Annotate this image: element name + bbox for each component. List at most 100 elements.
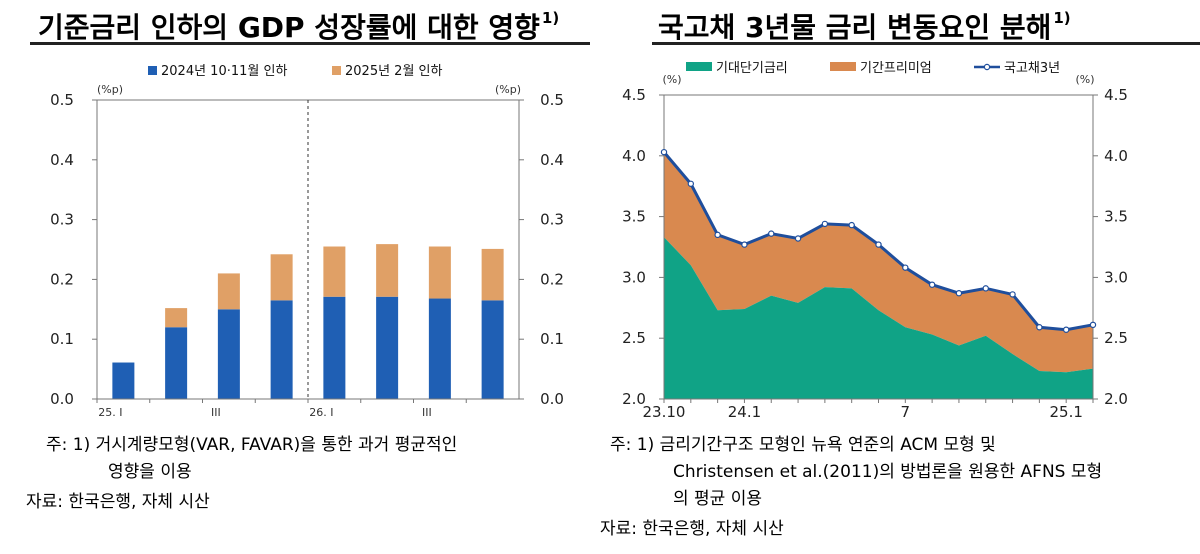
- left-ytick-label-right: 0.0: [540, 390, 564, 408]
- left-panel: 기준금리 인하의 GDP 성장률에 대한 영향 1) 0.0 0.0 0.1 0.1 0.…: [26, 6, 590, 512]
- right-xtick-label: 7: [901, 403, 911, 420]
- left-note-1: 주: 1) 거시계량모형(VAR, FAVAR)을 통한 과거 평균적인: [46, 432, 457, 459]
- right-line-marker: [902, 264, 909, 271]
- left-bar-segment-2: [270, 254, 293, 301]
- left-legend-label-2: 2025년 2월 인하: [345, 64, 442, 79]
- left-bar-segment-1: [481, 300, 504, 399]
- right-line-marker: [928, 281, 936, 288]
- right-legend-marker-3: [983, 63, 991, 71]
- right-line-marker: [660, 148, 668, 156]
- right-legend-label-3: 국고채3년: [1004, 61, 1060, 76]
- left-bar-segment-2: [481, 248, 504, 301]
- right-area-expected-rate: [664, 237, 1093, 399]
- right-note-1: 주: 1) 금리기간구조 모형인 뉴욕 연준의 ACM 모형 및: [610, 432, 996, 459]
- right-ytick-label-right: 2.5: [1104, 329, 1128, 347]
- left-legend-swatch-2: [332, 66, 341, 75]
- left-bar-segment-1: [217, 309, 240, 399]
- left-title-text: 기준금리 인하의 GDP 성장률에 대한 영향: [38, 11, 540, 44]
- right-line-marker: [955, 290, 963, 297]
- left-xtick-label: III: [422, 406, 432, 419]
- left-bar-segment-1: [270, 300, 293, 399]
- right-ytick-label: 4.0: [622, 147, 646, 165]
- right-title-underline: [652, 42, 1200, 45]
- right-line-marker: [1009, 291, 1016, 298]
- left-bar-segment-2: [165, 308, 188, 328]
- left-note-2: 영향을 이용: [108, 462, 192, 482]
- right-line-marker: [687, 180, 695, 187]
- right-xtick-label: 24.1: [728, 403, 761, 420]
- right-xtick-label: 23.10: [643, 403, 686, 420]
- right-area-term-premium: [664, 152, 1093, 373]
- left-ytick-label: 0.1: [50, 330, 74, 348]
- right-ytick-label: 2.0: [622, 390, 646, 408]
- left-bar-segment-1: [165, 327, 188, 399]
- left-note-line1: 거시계량모형(VAR, FAVAR)을 통한 과거 평균적인: [95, 435, 458, 455]
- right-ytick-label-right: 3.0: [1104, 268, 1128, 286]
- left-yaxis-unit-right: (%p): [495, 83, 521, 96]
- right-line-marker: [794, 235, 802, 242]
- left-title-underline: [30, 42, 590, 45]
- left-ytick-label: 0.3: [50, 211, 74, 229]
- right-legend: 기대단기금리 기간프리미엄 국고채3년: [686, 61, 1060, 76]
- left-axes: 0.0 0.0 0.1 0.1 0.2 0.2 0.3 0.3 0.4 0.4 0.5 0.5 (%p)…: [50, 83, 564, 419]
- left-bar-chart: 0.0 0.0 0.1 0.1 0.2 0.2 0.3 0.3 0.4 0.4 0.5 0.5 (%p)…: [50, 64, 564, 419]
- left-ytick-label-right: 0.5: [540, 91, 564, 109]
- left-legend: 2024년 10·11월 인하 2025년 2월 인하: [148, 64, 442, 79]
- right-line-marker: [1062, 326, 1070, 333]
- right-line-marker: [714, 231, 721, 239]
- left-legend-label-1: 2024년 10·11월 인하: [161, 64, 287, 79]
- right-line-marker: [848, 221, 855, 229]
- left-bar-segment-1: [323, 296, 346, 399]
- left-ytick-label-right: 0.1: [540, 330, 564, 348]
- right-xtick-label: 25.1: [1049, 403, 1082, 420]
- left-yaxis-unit: (%p): [97, 83, 123, 96]
- right-line-marker: [821, 220, 829, 228]
- right-line-marker: [875, 241, 882, 248]
- left-xtick-label: III: [211, 406, 221, 419]
- right-yaxis-unit-right: (%): [1075, 73, 1094, 86]
- left-ytick-label: 0.2: [50, 270, 74, 288]
- right-ytick-label-right: 3.5: [1104, 208, 1128, 226]
- right-panel: 국고채 3년물 금리 변동요인 분해 1) 2.0 2.0 2.5 2.5 3.0 3.0 3…: [600, 0, 1200, 554]
- right-line-marker: [1036, 324, 1043, 331]
- left-source: 자료: 한국은행, 자체 시산: [26, 492, 210, 512]
- right-line-marker: [768, 230, 775, 237]
- left-ytick-label-right: 0.4: [540, 151, 564, 169]
- left-note-prefix: 주: 1): [46, 435, 91, 455]
- left-bar-segment-2: [323, 246, 346, 297]
- left-bar-segment-2: [376, 244, 399, 297]
- right-line-marker: [1089, 321, 1097, 329]
- right-note-line1: 금리기간구조 모형인 뉴욕 연준의 ACM 모형 및: [659, 435, 996, 455]
- left-xtick-label: 26. I: [309, 406, 333, 419]
- right-ytick-label: 3.5: [622, 208, 646, 226]
- right-chart-title: 국고채 3년물 금리 변동요인 분해 1): [658, 6, 1071, 46]
- right-ytick-label-right: 4.0: [1104, 147, 1128, 165]
- left-chart-title: 기준금리 인하의 GDP 성장률에 대한 영향 1): [38, 6, 559, 46]
- right-title-footnote-mark: 1): [1053, 9, 1071, 27]
- left-bars: [112, 244, 504, 399]
- right-legend-label-2: 기간프리미엄: [860, 61, 932, 76]
- right-area-chart: 2.0 2.0 2.5 2.5 3.0 3.0 3.5 3.5 4.0 4.0 4.5 4.5 (%) (…: [622, 61, 1128, 420]
- right-ytick-label: 3.0: [622, 268, 646, 286]
- right-note-2: Christensen et al.(2011)의 방법론을 원용한 AFNS …: [673, 462, 1103, 482]
- right-title-text: 국고채 3년물 금리 변동요인 분해: [658, 11, 1052, 44]
- left-bar-segment-2: [428, 246, 451, 299]
- left-bar-segment-2: [217, 273, 240, 310]
- right-legend-swatch-2: [830, 62, 856, 71]
- right-note-3: 의 평균 이용: [673, 489, 763, 509]
- left-ytick-label: 0.5: [50, 91, 74, 109]
- left-bar-segment-1: [112, 362, 135, 399]
- right-ytick-label-right: 4.5: [1104, 86, 1128, 104]
- right-legend-swatch-1: [686, 62, 712, 71]
- right-legend-label-1: 기대단기금리: [716, 61, 788, 76]
- right-line-marker: [982, 285, 989, 292]
- right-line-series: [660, 148, 1097, 333]
- right-source: 자료: 한국은행, 자체 시산: [600, 519, 784, 539]
- left-xtick-label: 25. I: [98, 406, 122, 419]
- left-bar-segment-1: [428, 298, 451, 399]
- right-note-prefix: 주: 1): [610, 435, 655, 455]
- right-yaxis-unit: (%): [662, 73, 681, 86]
- right-ytick-label-right: 2.0: [1104, 390, 1128, 408]
- left-ytick-label: 0.4: [50, 151, 74, 169]
- right-areas: [664, 152, 1093, 399]
